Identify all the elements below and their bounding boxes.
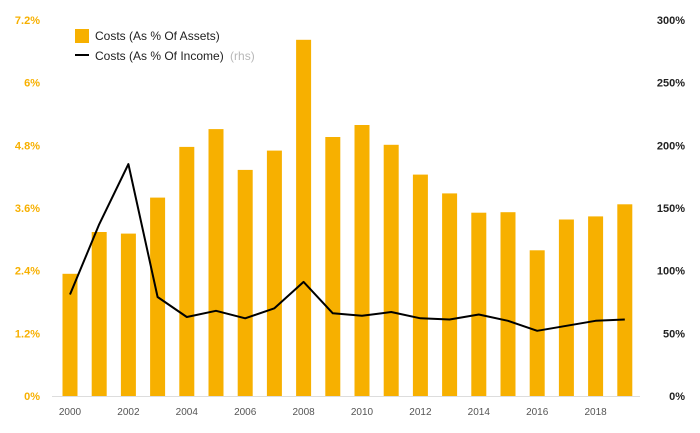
bar-2005 [208,129,224,396]
line-series-costs-income [69,163,625,332]
y-right-tick-label: 150% [657,203,685,215]
bar-2013 [442,193,458,396]
bar-2006 [237,169,253,396]
bar-2008 [296,39,312,397]
x-tick-label: 2010 [351,407,374,418]
y-left-tick-label: 7.2% [15,15,40,27]
bar-2017 [558,219,574,396]
y-left-tick-label: 4.8% [15,140,40,152]
y-right-tick-label: 250% [657,78,685,90]
bar-2019 [617,204,633,396]
x-tick-label: 2018 [584,407,607,418]
y-right-tick-label: 0% [669,391,685,403]
bar-2010 [354,125,370,396]
y-right-tick-label: 300% [657,15,685,27]
legend-label-costs-assets: Costs (As % Of Assets) [95,29,220,43]
bar-2014 [471,212,487,396]
bar-2016 [529,250,545,396]
bar-2018 [588,216,604,396]
legend-swatch-costs-assets [75,29,89,43]
y-right-tick-label: 200% [657,140,685,152]
bar-series-costs-assets [62,39,633,397]
x-tick-label: 2004 [176,407,199,418]
bar-2001 [91,232,107,396]
legend: Costs (As % Of Assets) Costs (As % Of In… [75,29,255,63]
line-costs-income [69,163,625,332]
x-tick-label: 2012 [409,407,432,418]
bar-2012 [412,174,428,396]
y-right-tick-label: 50% [663,328,685,340]
legend-label-costs-income: Costs (As % Of Income) (rhs) [95,49,255,63]
bar-2002 [120,233,136,396]
x-axis: 2000 2002 2004 2006 2008 2010 2012 2014 2016 2018 [59,407,607,418]
bar-2011 [383,144,399,396]
x-tick-label: 2002 [117,407,140,418]
y-left-tick-label: 3.6% [15,203,40,215]
y-left-tick-label: 2.4% [15,266,40,278]
legend-label-rhs: (rhs) [230,49,255,63]
y-left-tick-label: 6% [24,78,40,90]
y-axis-left: 0% 1.2% 2.4% 3.6% 4.8% 6% 7.2% [15,15,40,403]
y-left-tick-label: 0% [24,391,40,403]
bar-2004 [179,146,195,396]
y-left-tick-label: 1.2% [15,328,40,340]
bar-2009 [325,137,341,396]
bar-2000 [62,273,78,396]
bar-2007 [266,150,282,396]
x-tick-label: 2014 [468,407,491,418]
bar-2015 [500,212,516,396]
x-tick-label: 2000 [59,407,82,418]
x-tick-label: 2016 [526,407,549,418]
x-tick-label: 2008 [292,407,315,418]
legend-label-costs-income-name: Costs (As % Of Income) [95,49,224,63]
y-right-tick-label: 100% [657,266,685,278]
x-tick-label: 2006 [234,407,257,418]
y-axis-right: 0% 50% 100% 150% 200% 250% 300% [657,15,685,403]
